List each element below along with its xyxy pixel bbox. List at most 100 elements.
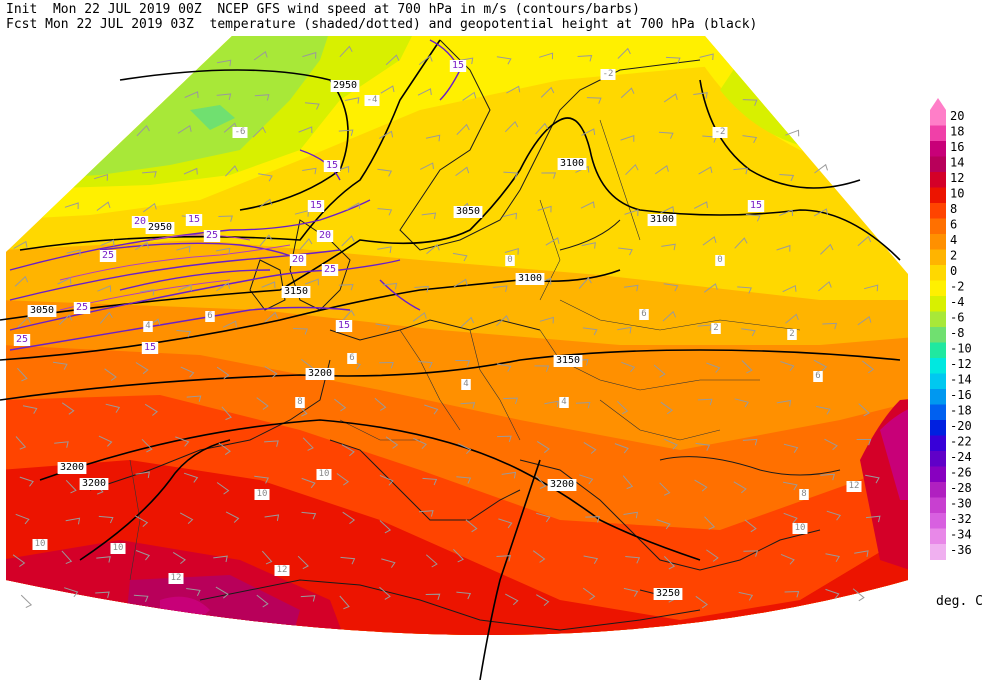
wind-barb xyxy=(256,594,269,608)
wind-barb xyxy=(503,397,518,405)
wind-barb xyxy=(544,400,559,408)
wind-barb xyxy=(379,586,391,600)
wind-barb xyxy=(381,558,396,568)
wind-barb xyxy=(620,87,635,99)
wind-barb xyxy=(460,316,475,328)
wind-barb xyxy=(299,238,313,250)
temperature-label: -6 xyxy=(235,127,246,137)
wind-barb xyxy=(96,201,111,211)
legend-swatch xyxy=(930,389,946,405)
wind-barb xyxy=(179,512,194,524)
wind-barb xyxy=(225,511,240,523)
wind-barb xyxy=(706,362,721,373)
temperature-label-bg xyxy=(316,469,332,480)
wind-barb xyxy=(96,556,111,563)
legend-label: 10 xyxy=(950,187,964,201)
wind-barb xyxy=(418,54,433,65)
temperature-label: 4 xyxy=(463,379,468,389)
wind-barb xyxy=(452,252,468,262)
height-label-bg xyxy=(547,479,577,491)
temperature-label: -2 xyxy=(715,127,726,137)
wind-barb xyxy=(180,366,195,378)
wind-barb xyxy=(457,443,472,455)
wind-barb xyxy=(541,172,557,179)
wind-barb xyxy=(135,362,149,375)
wind-barb xyxy=(536,594,550,606)
wind-barb xyxy=(694,479,708,492)
wind-barb xyxy=(421,212,437,219)
wind-barb xyxy=(575,165,590,173)
legend-label: -4 xyxy=(950,295,964,309)
wind-barb xyxy=(586,97,602,104)
legend-swatch xyxy=(930,280,946,297)
wind-barb xyxy=(783,512,798,524)
wind-barb xyxy=(15,436,27,450)
wind-barb xyxy=(502,212,518,220)
wind-label-bg xyxy=(141,342,159,354)
wind-barb xyxy=(456,476,472,484)
wind-barb xyxy=(624,209,639,217)
legend-label: -2 xyxy=(950,280,964,294)
temperature-label-bg xyxy=(347,353,357,364)
legend-label: -18 xyxy=(950,404,972,418)
wind-barb xyxy=(780,361,795,372)
legend-label: -24 xyxy=(950,450,972,464)
legend-swatch xyxy=(930,327,946,343)
wind-barb xyxy=(412,312,427,322)
wind-barb xyxy=(385,54,400,66)
wind-barb xyxy=(17,367,28,382)
wind-speed-contours xyxy=(9,39,461,351)
wind-barb xyxy=(134,515,149,527)
wind-barb xyxy=(216,366,230,380)
legend-swatch xyxy=(930,249,946,266)
wind-barb xyxy=(506,85,521,94)
wind-barb xyxy=(776,399,792,407)
wind-barb xyxy=(660,401,673,415)
wind-barb xyxy=(346,202,361,211)
wind-label: 15 xyxy=(188,214,200,225)
legend-swatch xyxy=(930,311,946,328)
temperature-label-bg xyxy=(143,321,153,332)
wind-barb xyxy=(498,518,513,529)
wind-barb xyxy=(261,281,276,289)
wind-barb xyxy=(254,94,270,101)
wind-barb xyxy=(52,361,68,370)
wind-barb xyxy=(456,123,470,135)
temperature-label-bg xyxy=(787,329,797,340)
wind-barb xyxy=(737,286,752,294)
wind-barb xyxy=(852,588,865,602)
wind-barb xyxy=(264,366,278,378)
legend-swatch xyxy=(930,420,946,436)
legend-swatch xyxy=(930,156,946,173)
wind-barb xyxy=(377,168,393,177)
wind-barb xyxy=(417,88,432,96)
wind-barb xyxy=(784,590,800,598)
legend-label: 2 xyxy=(950,249,957,263)
wind-barb xyxy=(341,444,355,457)
legend-label: -30 xyxy=(950,497,972,511)
wind-barb xyxy=(426,243,440,255)
temperature-label: 10 xyxy=(795,523,806,533)
temperature-label-bg xyxy=(813,371,823,382)
height-label: 3050 xyxy=(30,305,54,316)
wind-barb xyxy=(385,436,399,449)
wind-barb xyxy=(14,275,29,287)
legend-swatch xyxy=(930,373,946,390)
wind-barb xyxy=(733,167,748,175)
wind-barb xyxy=(176,330,192,338)
legend-swatch xyxy=(930,435,946,452)
temperature-label: 4 xyxy=(145,321,150,331)
wind-barb xyxy=(783,443,799,453)
legend-swatch xyxy=(930,528,946,545)
wind-barb xyxy=(64,202,79,210)
temperature-label: 0 xyxy=(717,255,722,265)
wind-barb xyxy=(252,126,267,138)
wind-barb xyxy=(699,53,714,61)
wind-barb xyxy=(456,591,472,600)
wind-barb xyxy=(339,595,350,610)
wind-barb xyxy=(621,361,636,373)
temperature-label-bg xyxy=(715,255,725,266)
wind-barb xyxy=(65,479,77,494)
wind-barb xyxy=(785,129,800,137)
wind-barb xyxy=(496,363,512,372)
